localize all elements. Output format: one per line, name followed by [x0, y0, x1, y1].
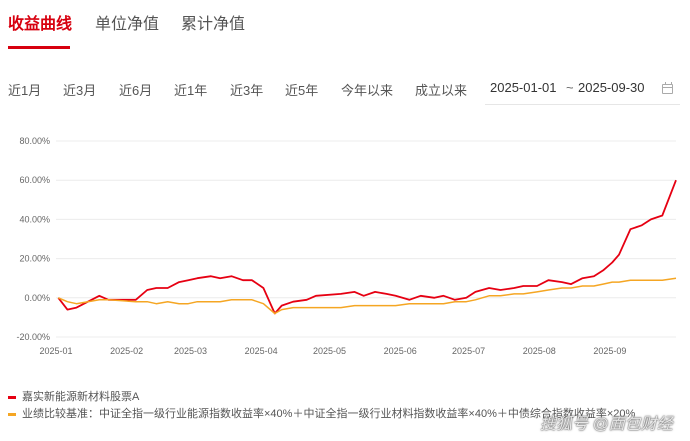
- y-tick-label: 80.00%: [19, 136, 50, 146]
- active-tab-indicator: [8, 46, 70, 49]
- x-tick-label: 2025-06: [384, 346, 417, 356]
- x-tick-label: 2025-08: [523, 346, 556, 356]
- y-tick-label: 40.00%: [19, 214, 50, 224]
- tab-cumulative-nav[interactable]: 累计净值: [181, 16, 246, 33]
- calendar-icon[interactable]: [662, 82, 673, 94]
- legend-label-fund: 嘉实新能源新材料股票A: [22, 391, 140, 403]
- tab-bar: 收益曲线 单位净值 累计净值: [0, 0, 690, 52]
- range-ytd[interactable]: 今年以来: [341, 83, 394, 98]
- x-tick-label: 2025-01: [39, 346, 72, 356]
- y-tick-label: 0.00%: [24, 293, 50, 303]
- tab-return-curve[interactable]: 收益曲线: [8, 16, 73, 33]
- y-tick-label: 20.00%: [19, 254, 50, 264]
- x-tick-label: 2025-09: [593, 346, 626, 356]
- date-separator: ~: [566, 80, 574, 95]
- series-line-benchmark: [58, 277, 677, 315]
- range-1y[interactable]: 近1年: [174, 83, 208, 98]
- range-6m[interactable]: 近6月: [119, 83, 153, 98]
- watermark: 搜狐号 @面包财经: [540, 416, 673, 433]
- y-tick-label: 60.00%: [19, 175, 50, 185]
- range-3m[interactable]: 近3月: [63, 83, 97, 98]
- range-1m[interactable]: 近1月: [8, 83, 42, 98]
- legend-label-benchmark: 业绩比较基准：中证全指一级行业能源指数收益率×40%＋中证全指一级行业材料指数收…: [22, 408, 636, 420]
- range-3y[interactable]: 近3年: [230, 83, 264, 98]
- legend-swatch-fund: [8, 396, 16, 399]
- x-tick-label: 2025-07: [452, 346, 485, 356]
- legend-item-benchmark: 业绩比较基准：中证全指一级行业能源指数收益率×40%＋中证全指一级行业材料指数收…: [8, 407, 690, 421]
- x-tick-label: 2025-04: [245, 346, 278, 356]
- legend: 嘉实新能源新材料股票A 业绩比较基准：中证全指一级行业能源指数收益率×40%＋中…: [8, 390, 690, 424]
- start-date-input[interactable]: 2025-01-01: [490, 80, 557, 95]
- date-range-underline: [485, 104, 680, 105]
- range-5y[interactable]: 近5年: [285, 83, 319, 98]
- legend-swatch-benchmark: [8, 413, 16, 416]
- return-chart: -20.00% 0.00% 20.00% 40.00% 60.00% 80.00% 2025…: [16, 136, 677, 356]
- x-tick-label: 2025-03: [174, 346, 207, 356]
- series-line-fund: [57, 179, 677, 315]
- legend-item-fund: 嘉实新能源新材料股票A: [8, 390, 690, 404]
- range-since-inception[interactable]: 成立以来: [415, 83, 468, 98]
- tab-unit-nav[interactable]: 单位净值: [95, 16, 160, 33]
- range-selector: 近1月 近3月 近6月 近1年 近3年 近5年 今年以来 成立以来 2025-0…: [0, 80, 690, 102]
- x-tick-label: 2025-05: [313, 346, 346, 356]
- end-date-input[interactable]: 2025-09-30: [578, 80, 645, 95]
- y-tick-label: -20.00%: [16, 332, 50, 342]
- x-tick-label: 2025-02: [110, 346, 143, 356]
